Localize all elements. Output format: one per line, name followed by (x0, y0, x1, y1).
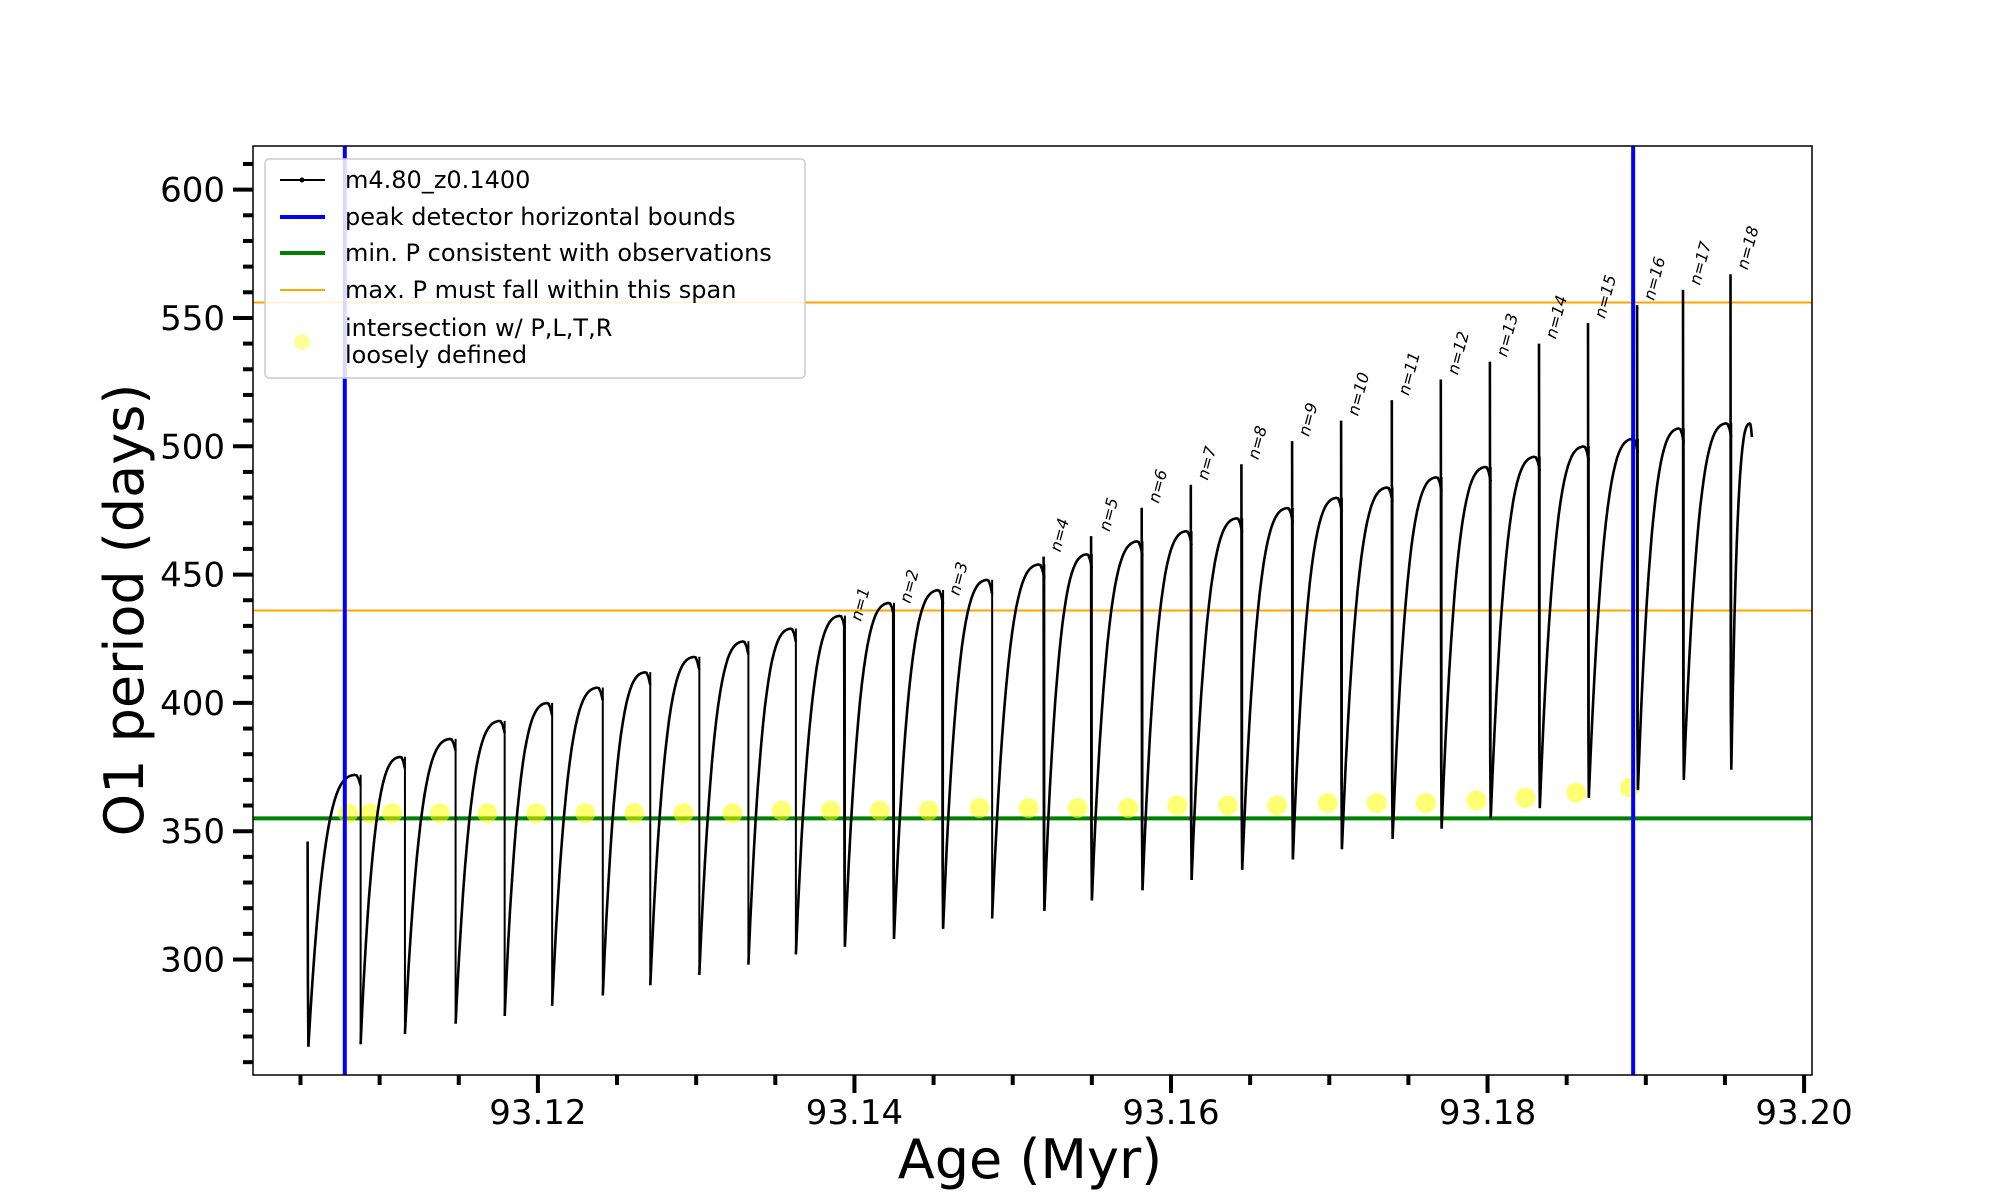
intersection-point-2 (382, 803, 403, 824)
series-cycle-19 (1240, 464, 1295, 870)
y-tick-label: 550 (160, 299, 225, 339)
intersection-point-13 (918, 800, 939, 821)
series-cycle-1 (359, 755, 407, 1045)
series-cycle-6 (601, 670, 652, 996)
series-cycle-21 (1339, 420, 1394, 850)
intersection-point-12 (869, 800, 890, 821)
series-cycle-25 (1537, 343, 1591, 809)
x-axis-title: Age (Myr) (898, 1128, 1163, 1191)
series-cycle-26 (1586, 323, 1640, 798)
series-cycle-14 (990, 563, 1046, 919)
intersection-point-17 (1118, 798, 1139, 819)
x-tick-label: 93.14 (806, 1093, 903, 1133)
series-cycle-17 (1140, 507, 1193, 891)
series-cycle-27 (1635, 305, 1686, 791)
series-cycle-18 (1189, 484, 1244, 881)
intersection-point-24 (1466, 790, 1487, 811)
series-cycle-5 (550, 686, 605, 1006)
y-axis-title: O1 period (days) (93, 384, 156, 837)
series-cycle-8 (698, 640, 750, 975)
series-cycle-16 (1089, 536, 1144, 901)
intersection-point-26 (1566, 782, 1587, 803)
series-cycle-9 (747, 627, 798, 965)
intersection-markers (337, 777, 1640, 824)
intersection-point-0 (337, 803, 358, 824)
y-tick-label: 500 (160, 427, 225, 467)
intersection-point-19 (1217, 795, 1238, 816)
legend-swatch-intersection (294, 334, 310, 350)
plot-frame (252, 145, 1813, 1076)
intersection-point-8 (673, 803, 694, 824)
intersection-point-16 (1067, 798, 1088, 819)
intersection-point-15 (1018, 798, 1039, 819)
series-cycle-22 (1390, 400, 1443, 839)
intersection-point-21 (1317, 792, 1338, 813)
series-cycle-24 (1488, 361, 1542, 819)
legend-label: max. P must fall within this span (345, 276, 736, 304)
series-cycle-4 (503, 701, 554, 1017)
intersection-point-3 (429, 803, 450, 824)
series-cycle-20 (1290, 441, 1344, 860)
series-cycle-11 (842, 601, 896, 947)
intersection-point-1 (360, 803, 381, 824)
intersection-point-6 (575, 803, 596, 824)
x-tick-label: 93.18 (1439, 1093, 1536, 1133)
intersection-point-22 (1366, 792, 1387, 813)
series-cycle-15 (1042, 552, 1094, 911)
series-cycle-0 (306, 773, 362, 1047)
intersection-point-23 (1415, 792, 1436, 813)
series-cycle-7 (649, 655, 701, 986)
legend-label: min. P consistent with observations (345, 239, 772, 267)
intersection-point-20 (1267, 795, 1288, 816)
legend-label: intersection w/ P,L,T,R (345, 314, 612, 342)
series-cycle-28 (1681, 289, 1733, 780)
series-cycle-23 (1439, 379, 1492, 829)
legend-label: m4.80_z0.1400 (345, 166, 530, 194)
legend-box (264, 158, 806, 379)
y-tick-label: 300 (160, 941, 225, 981)
intersection-point-14 (969, 798, 990, 819)
intersection-point-9 (722, 803, 743, 824)
y-tick-label: 400 (160, 684, 225, 724)
legend-swatch-marker (299, 177, 305, 183)
intersection-point-5 (526, 803, 547, 824)
legend-label: loosely defined (345, 341, 527, 369)
x-tick-label: 93.20 (1755, 1093, 1852, 1133)
series-cycle-13 (941, 578, 994, 929)
legend-label: peak detector horizontal bounds (345, 203, 736, 231)
period-series (306, 274, 1754, 1047)
intersection-point-11 (820, 800, 841, 821)
axes: 300 350 400 450 500 550 600 93.12 93.14 93.16 93.1… (160, 161, 1853, 1133)
series-cycle-29 (1729, 274, 1754, 770)
series-cycle-10 (794, 614, 847, 955)
x-tick-label: 93.12 (489, 1093, 586, 1133)
intersection-point-7 (624, 803, 645, 824)
y-tick-label: 600 (160, 171, 225, 211)
series-cycle-2 (403, 737, 457, 1034)
intersection-point-10 (771, 800, 792, 821)
y-tick-label: 350 (160, 812, 225, 852)
y-tick-label: 450 (160, 556, 225, 596)
intersection-point-18 (1167, 795, 1188, 816)
series-cycle-12 (891, 588, 945, 940)
intersection-point-4 (477, 803, 498, 824)
intersection-point-25 (1515, 787, 1536, 808)
x-tick-label: 93.16 (1122, 1093, 1219, 1133)
series-cycle-3 (454, 719, 506, 1024)
